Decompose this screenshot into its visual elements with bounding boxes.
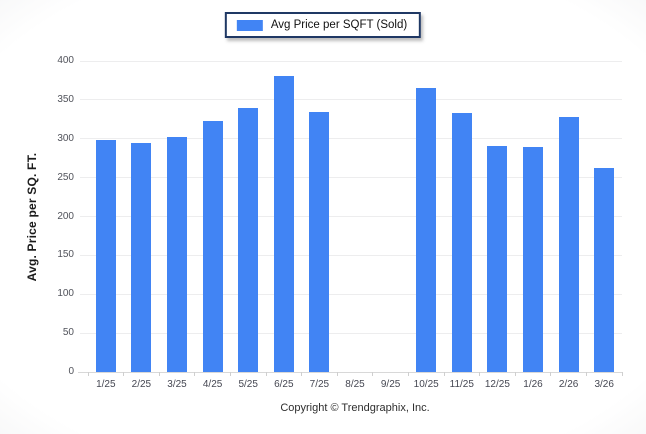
x-axis-tick (585, 372, 587, 376)
x-tick-label: 4/25 (202, 379, 223, 390)
gridline (80, 99, 622, 101)
x-axis-tick (336, 372, 338, 376)
copyright-text: Copyright © Trendgraphix, Inc. (280, 402, 430, 414)
gridline (80, 60, 622, 62)
x-axis-line (78, 372, 622, 373)
x-tick-label: 5/25 (238, 379, 258, 390)
bar-2/25 (131, 143, 152, 372)
bar-2/26 (558, 116, 579, 372)
gridline (80, 138, 622, 140)
x-tick-label: 7/25 (309, 379, 330, 390)
x-axis-tick (123, 372, 125, 376)
x-axis-tick (229, 372, 231, 376)
y-tick-label: 100 (57, 288, 74, 300)
bar-10/25 (416, 88, 437, 372)
x-tick-label: 11/25 (449, 379, 474, 390)
legend: Avg Price per SQFT (Sold) (224, 12, 422, 38)
y-tick-label: 0 (68, 366, 74, 377)
gridline (80, 254, 622, 256)
bar-1/25 (95, 139, 116, 372)
x-tick-label: 1/25 (96, 379, 116, 390)
y-tick-label: 300 (57, 132, 74, 144)
x-axis-tick (621, 372, 623, 376)
x-axis-tick (372, 372, 374, 376)
gridline (80, 293, 622, 295)
x-axis-tick (158, 372, 160, 376)
bar-12/25 (487, 145, 508, 372)
x-tick-label: 2/26 (558, 379, 579, 390)
bar-7/25 (309, 112, 330, 372)
x-tick-label: 3/25 (167, 379, 187, 390)
x-tick-label: 10/25 (413, 379, 439, 390)
x-axis-tick (514, 372, 516, 376)
x-axis-tick (301, 372, 303, 376)
bar-3/26 (594, 168, 615, 372)
x-tick-label: 1/26 (523, 379, 543, 390)
x-axis-tick (479, 372, 481, 376)
bar-4/25 (202, 120, 223, 372)
gridline (80, 177, 622, 179)
bar-1/26 (523, 146, 543, 372)
bar-5/25 (238, 107, 259, 372)
y-tick-label: 150 (57, 249, 74, 261)
x-tick-label: 6/25 (274, 379, 294, 390)
x-axis-tick (407, 372, 409, 376)
y-tick-label: 350 (57, 93, 74, 105)
x-axis-tick (550, 372, 552, 376)
x-tick-label: 2/25 (131, 379, 152, 390)
plot-area: 0 50 100 150 200 250 300 350 400 1/25 2/25 3/25 4/25… (57, 55, 623, 390)
legend-label: Avg Price per SQFT (Sold) (270, 19, 408, 31)
x-axis-tick (87, 372, 89, 376)
x-axis-tick (194, 372, 196, 376)
bar-3/25 (167, 137, 187, 372)
x-tick-label: 12/25 (484, 379, 510, 390)
x-axis-tick (443, 372, 445, 376)
bar-11/25 (451, 113, 472, 372)
y-tick-label: 200 (57, 210, 74, 222)
x-tick-label: 9/25 (380, 379, 401, 390)
legend-swatch-icon (236, 19, 263, 31)
x-tick-label: 3/26 (594, 379, 614, 390)
y-tick-label: 50 (62, 327, 74, 339)
bar-6/25 (273, 75, 294, 372)
y-tick-label: 400 (57, 55, 74, 66)
y-tick-label: 250 (57, 171, 74, 183)
x-axis-tick (265, 372, 267, 376)
x-tick-label: 8/25 (345, 379, 365, 390)
gridline (80, 332, 622, 334)
gridline (80, 216, 622, 217)
